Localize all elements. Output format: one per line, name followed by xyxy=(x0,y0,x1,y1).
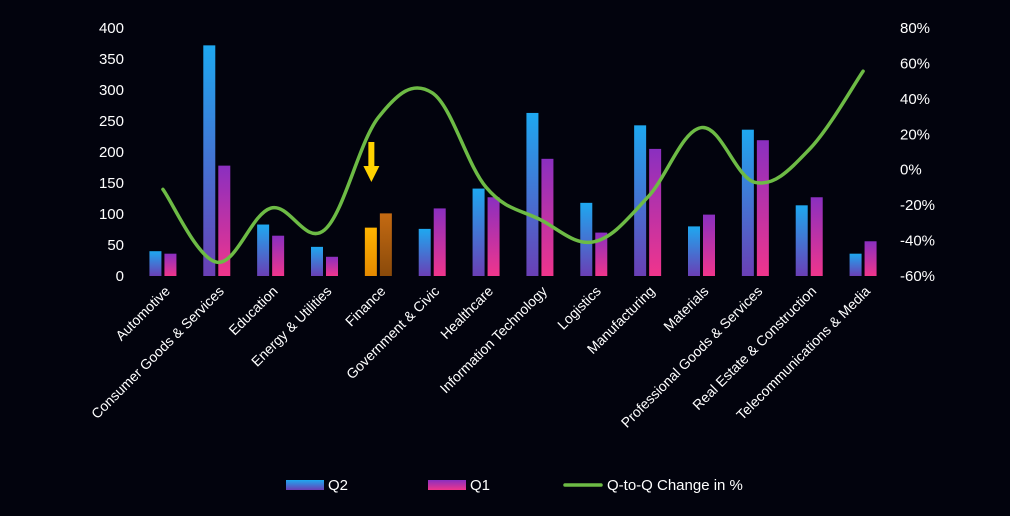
line-q-to-q-change-in xyxy=(161,69,865,264)
bar-q2-education xyxy=(257,224,270,276)
y-tick-label: 300 xyxy=(99,82,124,99)
y-tick-label: 50 xyxy=(107,237,124,254)
x-tick-label: Government & Civic xyxy=(343,283,442,382)
legend: Q2 Q1 Q-to-Q Change in % xyxy=(286,477,743,494)
y-tick-label: 100 xyxy=(99,206,124,223)
y2-tick-label: 60% xyxy=(900,55,930,72)
y2-tick-label: -60% xyxy=(900,268,935,285)
y-tick-label: 200 xyxy=(99,144,124,161)
x-tick-label: Finance xyxy=(342,283,389,330)
bar-q1-manufacturing xyxy=(649,148,662,276)
bar-q2-healthcare xyxy=(472,188,485,276)
bar-q2-government-and-civic xyxy=(418,228,431,276)
bar-q2-consumer-goods-and-services xyxy=(203,45,216,276)
down-arrow-icon xyxy=(363,142,380,182)
bar-q1-telecommunications-and-media xyxy=(864,241,877,276)
bar-q1-automotive xyxy=(164,253,177,276)
bar-q1-finance xyxy=(379,213,392,276)
bar-q2-finance xyxy=(364,227,377,276)
x-tick-label: Materials xyxy=(660,283,711,334)
bar-q2-materials xyxy=(688,226,700,276)
bar-q1-information-technology xyxy=(541,158,554,276)
legend-swatch xyxy=(286,480,324,490)
bar-q1-professional-goods-and-services xyxy=(756,140,769,276)
bar-q1-education xyxy=(272,235,285,276)
y-tick-label: 0 xyxy=(116,268,124,285)
y2-tick-label: 20% xyxy=(900,126,930,143)
bars-layer xyxy=(149,45,877,276)
bar-q1-consumer-goods-and-services xyxy=(218,165,231,276)
bar-q2-professional-goods-and-services xyxy=(741,129,754,276)
x-tick-label: Information Technology xyxy=(437,283,550,396)
bar-q2-logistics xyxy=(580,202,593,276)
legend-item-q2: Q2 xyxy=(286,477,348,494)
bar-q1-real-estate-and-construction xyxy=(810,197,823,276)
highlight-layer xyxy=(363,142,380,182)
legend-item-q-to-q-change-in: Q-to-Q Change in % xyxy=(563,477,743,494)
y2-tick-label: -20% xyxy=(900,197,935,214)
bar-q2-real-estate-and-construction xyxy=(795,205,808,276)
legend-label: Q1 xyxy=(470,477,490,494)
legend-label: Q2 xyxy=(328,477,348,494)
y-tick-label: 350 xyxy=(99,51,124,68)
legend-label: Q-to-Q Change in % xyxy=(607,477,743,494)
x-tick-label: Education xyxy=(225,283,280,338)
y-tick-label: 150 xyxy=(99,175,124,192)
y-tick-label: 400 xyxy=(99,20,124,37)
y2-tick-label: -40% xyxy=(900,233,935,250)
bar-q1-logistics xyxy=(595,232,608,276)
bar-q2-information-technology xyxy=(526,112,539,276)
bar-q1-materials xyxy=(703,214,715,276)
bar-q2-automotive xyxy=(149,251,162,276)
x-tick-label: Logistics xyxy=(554,283,604,333)
bar-q1-government-and-civic xyxy=(433,208,446,276)
bar-q1-energy-and-utilities xyxy=(326,256,338,276)
legend-swatch xyxy=(428,480,466,490)
y2-tick-label: 0% xyxy=(900,162,922,179)
legend-item-q1: Q1 xyxy=(428,477,490,494)
y2-tick-label: 80% xyxy=(900,20,930,37)
y2-tick-label: 40% xyxy=(900,91,930,108)
bar-q1-healthcare xyxy=(487,197,500,276)
y-tick-label: 250 xyxy=(99,113,124,130)
line-layer xyxy=(161,69,865,264)
bar-q2-energy-and-utilities xyxy=(311,246,323,276)
bar-q2-telecommunications-and-media xyxy=(849,253,862,276)
bar-q2-manufacturing xyxy=(634,125,647,276)
